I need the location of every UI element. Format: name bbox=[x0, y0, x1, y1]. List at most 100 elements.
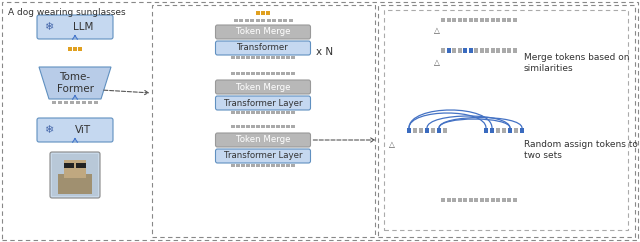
Bar bbox=[468, 198, 473, 202]
Bar bbox=[384, 10, 628, 230]
Bar bbox=[241, 111, 245, 113]
Bar bbox=[251, 164, 255, 166]
Bar bbox=[458, 18, 461, 22]
Bar bbox=[441, 18, 445, 22]
Bar bbox=[241, 124, 245, 128]
Bar bbox=[251, 55, 255, 59]
Bar bbox=[239, 18, 243, 22]
Bar bbox=[276, 164, 280, 166]
Bar bbox=[70, 100, 74, 104]
Bar bbox=[452, 18, 456, 22]
Bar bbox=[484, 128, 488, 133]
Bar bbox=[251, 71, 255, 75]
Bar bbox=[152, 5, 375, 237]
Bar bbox=[246, 111, 250, 113]
Bar bbox=[491, 198, 495, 202]
Bar bbox=[246, 164, 250, 166]
Bar bbox=[286, 111, 290, 113]
Bar bbox=[266, 11, 270, 15]
Bar bbox=[452, 47, 456, 53]
Bar bbox=[508, 18, 511, 22]
Bar bbox=[271, 71, 275, 75]
Bar bbox=[286, 71, 290, 75]
Bar bbox=[496, 18, 500, 22]
Bar bbox=[234, 18, 237, 22]
Bar bbox=[256, 11, 260, 15]
Bar bbox=[490, 128, 494, 133]
Bar bbox=[425, 128, 429, 133]
Text: ViT: ViT bbox=[75, 125, 91, 135]
Bar bbox=[468, 18, 473, 22]
Bar bbox=[458, 198, 461, 202]
Bar bbox=[88, 100, 92, 104]
Bar bbox=[491, 18, 495, 22]
Bar bbox=[281, 55, 285, 59]
FancyBboxPatch shape bbox=[50, 152, 100, 198]
Bar bbox=[246, 55, 250, 59]
Bar bbox=[291, 164, 295, 166]
Bar bbox=[236, 55, 240, 59]
Bar bbox=[94, 100, 98, 104]
Bar bbox=[276, 55, 280, 59]
Bar bbox=[463, 18, 467, 22]
Bar bbox=[502, 198, 506, 202]
Bar bbox=[256, 71, 260, 75]
FancyBboxPatch shape bbox=[216, 25, 310, 39]
Bar bbox=[246, 71, 250, 75]
Bar bbox=[291, 111, 295, 113]
Text: LLM: LLM bbox=[73, 22, 93, 32]
Bar bbox=[286, 164, 290, 166]
Bar bbox=[251, 124, 255, 128]
Bar bbox=[266, 55, 270, 59]
Bar bbox=[419, 128, 423, 133]
Bar bbox=[271, 164, 275, 166]
Bar bbox=[231, 55, 235, 59]
Bar bbox=[283, 18, 287, 22]
Bar bbox=[261, 124, 265, 128]
Bar bbox=[508, 128, 512, 133]
Bar bbox=[261, 111, 265, 113]
Bar bbox=[474, 198, 478, 202]
Bar bbox=[458, 47, 461, 53]
Text: Transformer Layer: Transformer Layer bbox=[224, 151, 302, 160]
Bar bbox=[513, 47, 516, 53]
Bar bbox=[286, 124, 290, 128]
Bar bbox=[291, 124, 295, 128]
Bar bbox=[266, 124, 270, 128]
Bar bbox=[514, 128, 518, 133]
Text: Tome-
Former: Tome- Former bbox=[56, 72, 93, 94]
Bar bbox=[437, 128, 441, 133]
Bar bbox=[231, 71, 235, 75]
Bar bbox=[231, 124, 235, 128]
Bar bbox=[474, 18, 478, 22]
Bar bbox=[73, 46, 77, 51]
FancyBboxPatch shape bbox=[37, 118, 113, 142]
Bar bbox=[502, 18, 506, 22]
Bar bbox=[255, 18, 259, 22]
Text: △: △ bbox=[434, 59, 440, 68]
Bar bbox=[241, 55, 245, 59]
Bar bbox=[236, 71, 240, 75]
Bar bbox=[468, 47, 473, 53]
FancyBboxPatch shape bbox=[216, 149, 310, 163]
Bar bbox=[276, 71, 280, 75]
Bar bbox=[52, 100, 56, 104]
Bar bbox=[413, 128, 417, 133]
Bar bbox=[261, 71, 265, 75]
Bar bbox=[281, 111, 285, 113]
Text: △: △ bbox=[389, 141, 395, 150]
Bar bbox=[281, 124, 285, 128]
Bar bbox=[256, 164, 260, 166]
Bar bbox=[261, 55, 265, 59]
Bar bbox=[241, 164, 245, 166]
Bar bbox=[261, 164, 265, 166]
Bar bbox=[508, 47, 511, 53]
Text: Transformer Layer: Transformer Layer bbox=[224, 98, 302, 107]
Text: Transformer: Transformer bbox=[237, 44, 289, 53]
Bar bbox=[513, 18, 516, 22]
Bar bbox=[256, 124, 260, 128]
FancyBboxPatch shape bbox=[216, 41, 310, 55]
Bar bbox=[244, 18, 248, 22]
Bar bbox=[231, 164, 235, 166]
Bar bbox=[82, 100, 86, 104]
